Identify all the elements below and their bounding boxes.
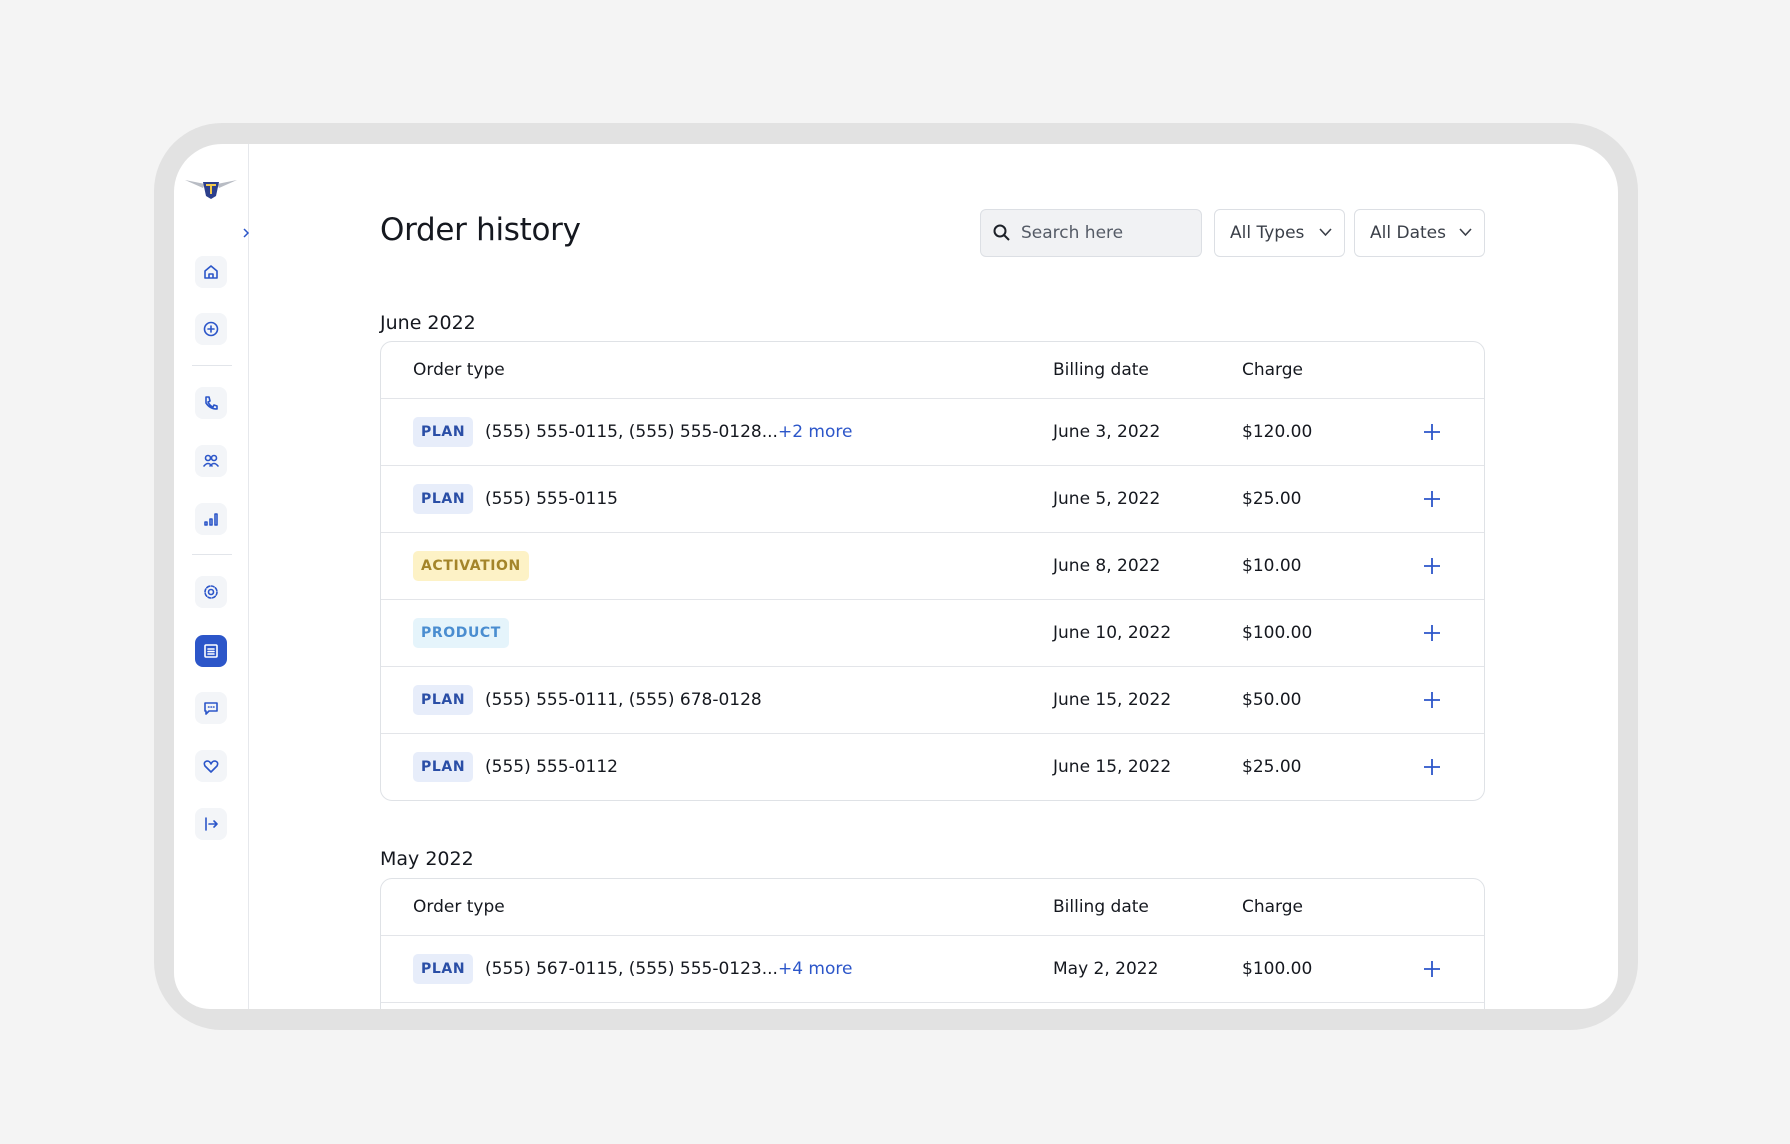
table-header: Order type Billing date Charge — [381, 342, 1484, 398]
charge: $25.00 — [1242, 489, 1302, 509]
order-row: PLAN (555) 555-0111, (555) 678-0128 June 1… — [381, 666, 1484, 733]
order-row: PLAN (555) 555-0115, (555) 555-0128...+2 … — [381, 398, 1484, 465]
expand-row[interactable] — [1422, 757, 1442, 777]
phone-list: (555) 567-0115, (555) 555-0123... — [485, 959, 778, 979]
expand-row[interactable] — [1422, 690, 1442, 710]
section-title: May 2022 — [380, 848, 474, 870]
charge: $50.00 — [1242, 690, 1302, 710]
sidebar-divider — [192, 365, 232, 366]
billing-date: May 2, 2022 — [1053, 959, 1159, 979]
logo — [185, 180, 237, 199]
column-header: Order type — [413, 897, 505, 917]
billing-date: June 3, 2022 — [1053, 422, 1161, 442]
phone-list: (555) 555-0111, (555) 678-0128 — [485, 690, 762, 710]
column-header: Order type — [413, 360, 505, 380]
sidebar-divider — [192, 554, 232, 555]
more-link[interactable]: +2 more — [777, 422, 853, 442]
billing-date: June 10, 2022 — [1053, 623, 1172, 643]
order-type-badge: PLAN — [413, 685, 474, 715]
messages-icon[interactable] — [195, 692, 227, 724]
sidebar — [174, 144, 250, 1009]
expand-row[interactable] — [1422, 489, 1442, 509]
phone-list: (555) 555-0112 — [485, 757, 618, 777]
order-row: PLAN (555) 555-0115 June 5, 2022 $25.00 — [381, 465, 1484, 532]
order-row: PRODUCT June 10, 2022 $100.00 — [381, 599, 1484, 666]
search-placeholder: Search here — [1021, 223, 1124, 243]
charge: $100.00 — [1242, 623, 1313, 643]
favorites-icon[interactable] — [195, 750, 227, 782]
billing-date: June 8, 2022 — [1053, 556, 1161, 576]
phone-list: (555) 555-0115 — [485, 489, 618, 509]
order-type-badge: PLAN — [413, 417, 474, 447]
logout-icon[interactable] — [195, 808, 227, 840]
expand-toggle[interactable] — [242, 228, 250, 238]
column-header: Charge — [1242, 897, 1304, 917]
column-header: Billing date — [1053, 897, 1149, 917]
order-type-badge: PLAN — [413, 484, 474, 514]
expand-row[interactable] — [1422, 422, 1442, 442]
phone-list: (555) 555-0115, (555) 555-0128... — [485, 422, 778, 442]
phone-numbers: (555) 555-0111, (555) 678-0128 — [485, 690, 762, 710]
screen: Order history Search here All Types All … — [174, 144, 1618, 1009]
phone-numbers: (555) 567-0115, (555) 555-0123...+4 more — [485, 959, 852, 979]
type-filter[interactable]: All Types — [1214, 209, 1345, 257]
search-box[interactable]: Search here — [980, 209, 1202, 257]
orders-table: Order type Billing date Charge PLAN (555) 55… — [380, 341, 1485, 801]
device-frame: Order history Search here All Types All … — [154, 123, 1638, 1030]
order-row: PLAN (555) 555-0112 June 15, 2022 $25.00 — [381, 733, 1484, 800]
order-row: PLAN — [381, 1002, 1484, 1009]
filter-label: All Types — [1230, 223, 1305, 243]
table-header: Order type Billing date Charge — [381, 879, 1484, 935]
users-icon[interactable] — [195, 445, 227, 477]
expand-row[interactable] — [1422, 623, 1442, 643]
order-type-badge: PLAN — [413, 954, 474, 984]
orders-table: Order type Billing date Charge PLAN (555) 56… — [380, 878, 1485, 1009]
orders-icon[interactable] — [195, 635, 227, 667]
column-header: Billing date — [1053, 360, 1149, 380]
phone-numbers: (555) 555-0115 — [485, 489, 618, 509]
column-header: Charge — [1242, 360, 1304, 380]
order-type-badge: ACTIVATION — [413, 551, 529, 581]
billing-date: June 15, 2022 — [1053, 690, 1172, 710]
filter-label: All Dates — [1370, 223, 1446, 243]
add-icon[interactable] — [195, 313, 227, 345]
phone-numbers: (555) 555-0112 — [485, 757, 618, 777]
page-title: Order history — [380, 212, 581, 248]
charge: $120.00 — [1242, 422, 1313, 442]
home-icon[interactable] — [195, 256, 227, 288]
charge: $100.00 — [1242, 959, 1313, 979]
charge: $10.00 — [1242, 556, 1302, 576]
billing-date: June 5, 2022 — [1053, 489, 1161, 509]
expand-row[interactable] — [1422, 959, 1442, 979]
charge: $25.00 — [1242, 757, 1302, 777]
settings-icon[interactable] — [195, 576, 227, 608]
order-type-badge: PRODUCT — [413, 618, 509, 648]
more-link[interactable]: +4 more — [777, 959, 853, 979]
expand-row[interactable] — [1422, 556, 1442, 576]
billing-date: June 15, 2022 — [1053, 757, 1172, 777]
order-type-badge: PLAN — [413, 752, 474, 782]
chart-icon[interactable] — [195, 503, 227, 535]
order-row: PLAN (555) 567-0115, (555) 555-0123...+4 … — [381, 935, 1484, 1002]
order-row: ACTIVATION June 8, 2022 $10.00 — [381, 532, 1484, 599]
phone-icon[interactable] — [195, 387, 227, 419]
date-filter[interactable]: All Dates — [1354, 209, 1485, 257]
section-title: June 2022 — [380, 312, 476, 334]
phone-numbers: (555) 555-0115, (555) 555-0128...+2 more — [485, 422, 852, 442]
